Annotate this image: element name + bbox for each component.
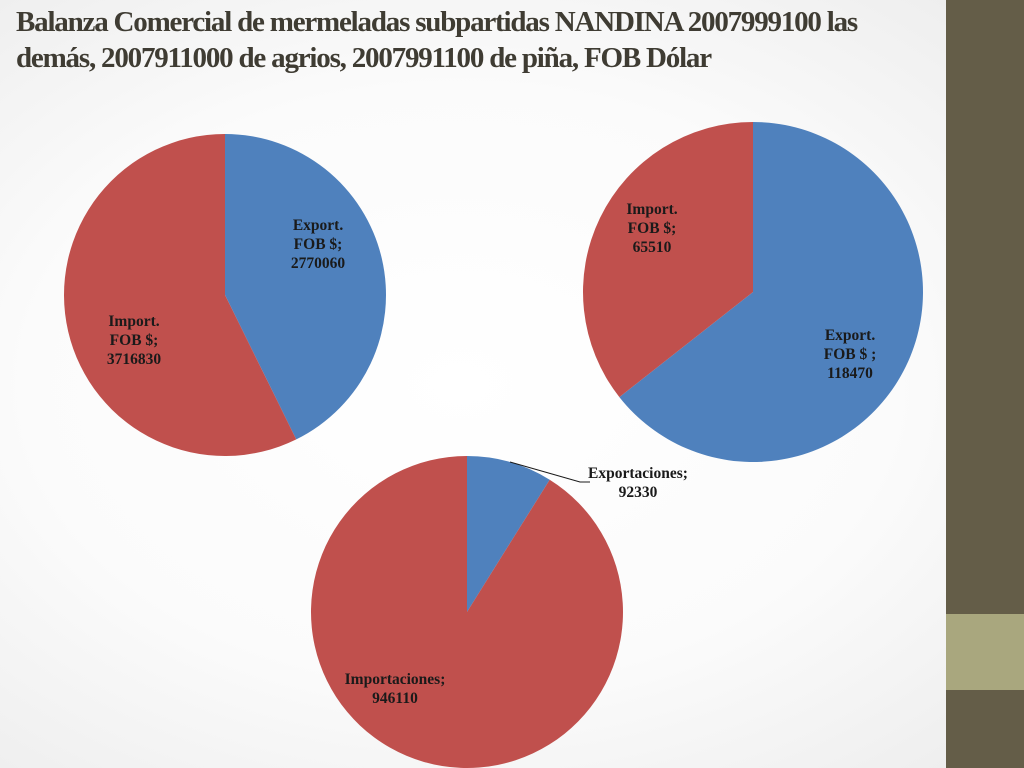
pie-3-leader-line [509,461,590,483]
pie-3-data-label-1: Exportaciones; 92330 [588,465,688,501]
pie-2-slice-2 [582,122,753,398]
sidebar-accent-block [946,614,1024,690]
pie-2-data-label-2: Import. FOB $; 65510 [626,201,677,256]
pie-3-slice-1 [467,456,550,612]
pie-2-slice-1 [619,122,923,462]
pie-1-data-label-1: Export. FOB $; 2770060 [291,217,346,272]
pie-1-slice-1 [225,134,386,440]
slide-title: Balanza Comercial de mermeladas subparti… [16,6,858,74]
pie-1-data-label-2: Import. FOB $; 3716830 [107,313,162,368]
pie-2-data-label-1: Export. FOB $ ; 118470 [824,327,877,382]
pie-1-slice-2 [63,134,297,456]
pie-charts: Export. FOB $; 2770060 Import. FOB $; 3716830… [63,122,923,768]
pie-3-data-label-2: Importaciones; 946110 [345,671,446,707]
pie-3-slice-2 [310,456,623,768]
